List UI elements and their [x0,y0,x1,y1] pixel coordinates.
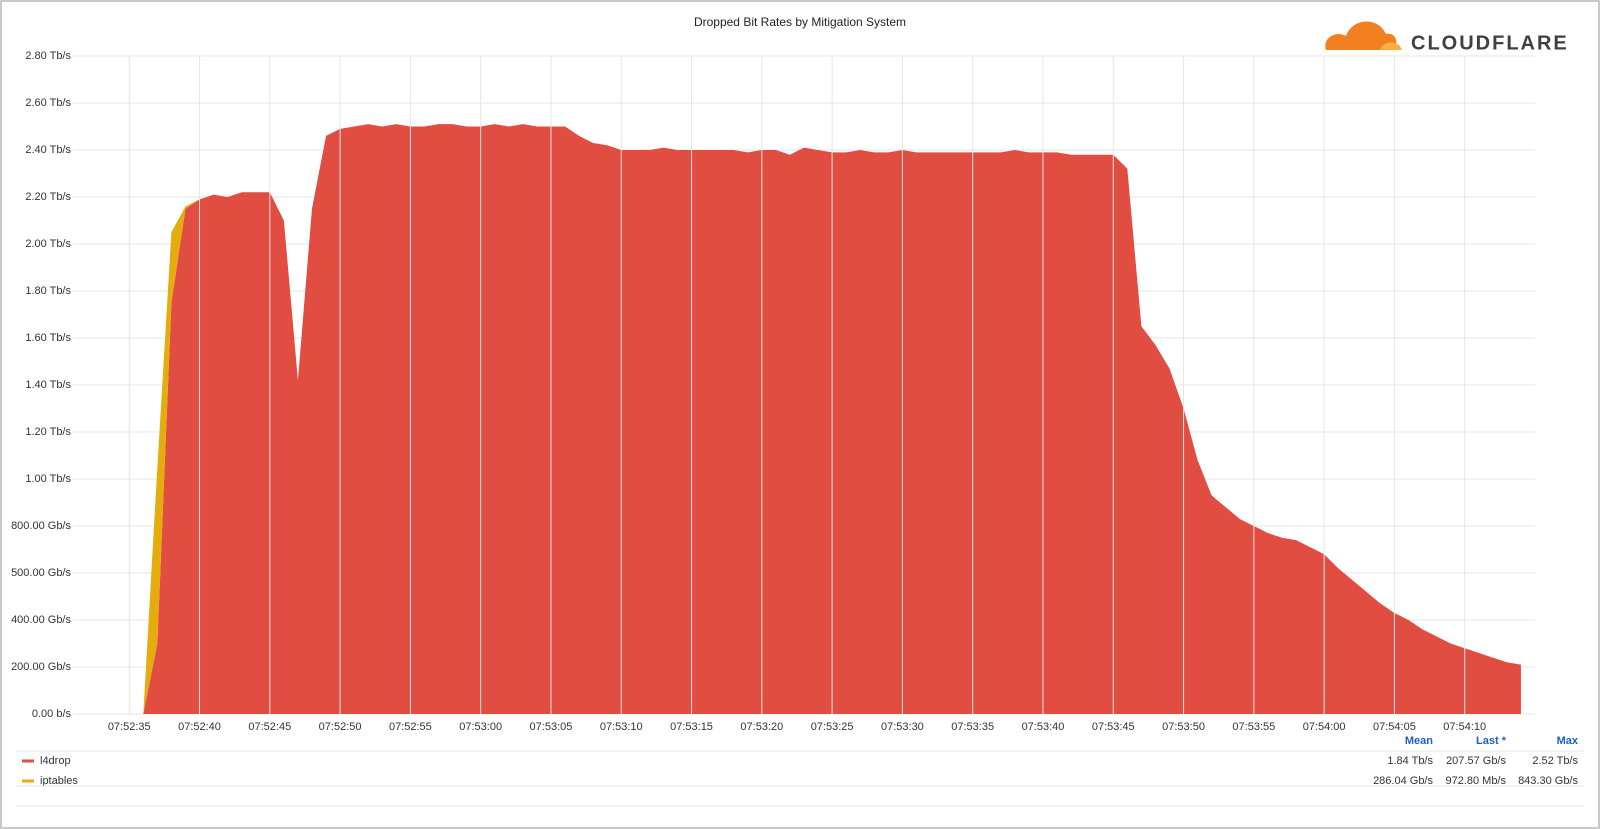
legend-value: 1.84 Tb/s [1387,755,1433,767]
x-tick-label: 07:54:00 [1303,721,1346,733]
x-tick-label: 07:53:15 [670,721,713,733]
x-tick-label: 07:53:50 [1162,721,1205,733]
x-tick-label: 07:54:10 [1443,721,1486,733]
legend-value: 843.30 Gb/s [1518,775,1578,787]
legend-value: 286.04 Gb/s [1373,775,1433,787]
x-tick-label: 07:52:40 [178,721,221,733]
x-tick-label: 07:53:10 [600,721,643,733]
legend-swatch [22,779,34,783]
x-tick-label: 07:53:40 [1022,721,1065,733]
y-tick-label: 800.00 Gb/s [11,520,71,532]
y-tick-label: 1.80 Tb/s [25,285,71,297]
logo-cloud [1325,21,1397,50]
logo-cloud-small [1380,42,1402,50]
legend-column-header: Last * [1476,735,1507,747]
x-tick-label: 07:53:05 [530,721,573,733]
x-tick-label: 07:53:35 [951,721,994,733]
y-tick-label: 1.00 Tb/s [25,473,71,485]
x-tick-label: 07:52:35 [108,721,151,733]
legend-label: iptables [40,775,78,787]
x-tick-label: 07:53:25 [811,721,854,733]
legend-column-header: Mean [1405,735,1433,747]
y-tick-label: 400.00 Gb/s [11,614,71,626]
x-tick-label: 07:53:20 [740,721,783,733]
legend-value: 2.52 Tb/s [1532,755,1578,767]
x-tick-label: 07:52:50 [319,721,362,733]
legend-value: 972.80 Mb/s [1445,775,1506,787]
x-tick-label: 07:54:05 [1373,721,1416,733]
x-tick-label: 07:53:55 [1232,721,1275,733]
legend-column-header: Max [1557,735,1579,747]
y-tick-label: 1.40 Tb/s [25,379,71,391]
y-tick-label: 1.20 Tb/s [25,426,71,438]
y-tick-label: 500.00 Gb/s [11,567,71,579]
x-tick-label: 07:52:45 [248,721,291,733]
y-tick-label: 2.40 Tb/s [25,144,71,156]
x-tick-label: 07:52:55 [389,721,432,733]
y-tick-label: 2.00 Tb/s [25,238,71,250]
logo-text: CLOUDFLARE [1411,32,1569,54]
y-tick-label: 2.80 Tb/s [25,50,71,62]
x-tick-label: 07:53:30 [881,721,924,733]
x-tick-label: 07:53:45 [1092,721,1135,733]
y-tick-label: 2.60 Tb/s [25,97,71,109]
x-tick-label: 07:53:00 [459,721,502,733]
legend-label: l4drop [40,755,71,767]
chart-title: Dropped Bit Rates by Mitigation System [694,15,906,29]
y-tick-label: 0.00 b/s [32,708,72,720]
y-tick-label: 2.20 Tb/s [25,191,71,203]
legend-value: 207.57 Gb/s [1446,755,1506,767]
y-tick-label: 1.60 Tb/s [25,332,71,344]
legend-swatch [22,759,34,763]
y-tick-label: 200.00 Gb/s [11,661,71,673]
logo: CLOUDFLARE [1325,21,1569,54]
